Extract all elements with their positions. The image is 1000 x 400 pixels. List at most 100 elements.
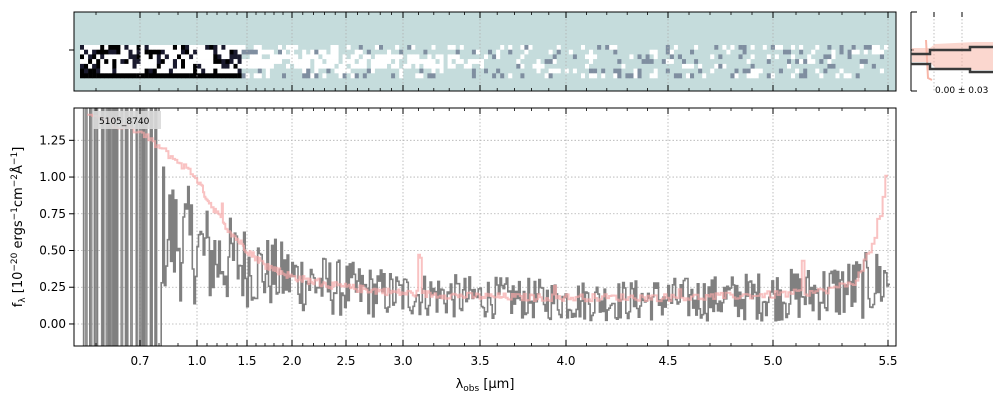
spectrum-2d-pixel [863,45,869,50]
spectrum-2d-pixel [245,73,250,79]
spectrum-2d-pixel [787,49,792,55]
spectrum-2d-pixel [282,54,287,60]
spectrum-2d-pixel [556,73,561,79]
spectrum-2d-pixel [875,49,881,55]
spectrum-2d-pixel [278,45,283,50]
spectrum-2d-pixel [209,54,214,60]
spectrum-2d-pixel [536,68,541,74]
spectrum-2d-pixel [209,73,214,79]
spectrum-2d-pixel [96,54,101,60]
spectrum-2d-pixel [237,63,242,69]
spectrum-2d-pixel [576,63,582,69]
y-tick-labels: 0.00 0.25 0.50 0.75 1.00 1.25 [39,133,66,331]
spectrum-2d-pixel [552,73,557,79]
spectrum-2d-pixel [564,68,570,74]
spectrum-2d-pixel [847,68,852,74]
spectrum-2d-pixel [431,45,436,50]
spectrum-2d-pixel [726,63,731,69]
spectrum-2d-pixel [152,68,157,74]
spectrum-2d-pixel [617,63,622,69]
spectrum-2d-pixel [411,49,416,55]
data-saturated-column [149,108,153,346]
spectrum-2d-pixel [702,45,707,50]
spectrum-2d-pixel [637,73,642,79]
spectrum-2d-pixel [108,54,113,60]
spectrum-2d-pixel [144,68,149,74]
spectrum-2d-pixel [201,49,206,55]
spectrum-2d-pixel [84,63,89,69]
spectrum-2d-pixel [589,49,594,55]
spectrum-2d-pixel [645,59,650,65]
spectrum-2d-pixel [443,45,448,50]
spectrum-2d-pixel [815,63,820,69]
spectrum-2d-pixel [181,73,186,79]
spectrum-2d-pixel [698,63,703,69]
spectrum-2d-pixel [686,54,691,60]
spectrum-2d-pixel [366,73,372,79]
spectrum-2d-pixel [383,49,388,55]
spectrum-2d-pixel [334,73,339,79]
spectrum-2d-pixel [690,49,695,55]
spectrum-2d-pixel [379,45,384,50]
x-tick-label: 2.5 [336,354,355,368]
spectrum-2d-pixel [851,59,856,65]
spectrum-2d-pixel [124,68,129,74]
spectrum-2d-pixel [193,45,198,50]
spectrum-2d-pixel [116,54,121,60]
spectrum-2d-pixel [383,73,388,79]
spectrum-2d-pixel [770,68,776,74]
spectrum-2d-pixel [245,49,250,55]
spectrum-2d-pixel [730,73,735,79]
spectrum-2d-pixel [803,45,808,50]
spectrum-2d-pixel [863,63,869,69]
spectrum-2d-pixel [787,73,792,79]
data-saturated-column [100,108,104,346]
spectrum-2d-pixel [791,68,796,74]
spectrum-2d-pixel [374,73,380,79]
spectrum-2d-pixel [463,73,469,79]
spectrum-2d-pixel [560,49,566,55]
spectrum-2d-pixel [766,73,772,79]
spectrum-2d-pixel [516,63,521,69]
spectrum-2d-pixel [564,59,570,65]
spectrum-1d-panel: 5105_8740 0.7 1.0 1.5 2.0 2.5 3.0 3.5 4.0 4.5 5.0… [39,107,898,368]
spectrum-2d-pixel [750,68,755,74]
spectrum-2d-pixel [653,45,658,50]
spectrum-2d-pixel [871,63,877,69]
spectrum-2d-pixel [528,73,533,79]
spectrum-2d-pixel [774,49,780,55]
spectrum-2d-pixel [682,59,687,65]
spectrum-2d-pixel [330,73,335,79]
spectrum-2d-pixel [879,54,885,60]
spectrum-2d-pixel [358,63,364,69]
spectrum-2d-pixel [855,45,860,50]
spectrum-2d-pixel [847,49,852,55]
spectrum-2d-pixel [568,49,574,55]
spectrum-2d-pixel [605,54,610,60]
data-saturated-column [105,108,109,346]
spectrum-2d-pixel [480,54,485,60]
spectrum-2d-pixel [516,54,521,60]
spectrum-2d-pixel [407,54,412,60]
spectrum-2d-pixel [492,45,497,50]
spectrum-2d-pixel [213,63,218,69]
spectrum-2d-pixel [484,45,489,50]
spectrum-2d-pixel [576,68,582,74]
spectrum-2d-pixel [370,45,376,50]
spectrum-2d-pixel [710,73,715,79]
spectrum-2d-pixel [209,49,214,55]
spectrum-2d-pixel [112,59,117,65]
spectrum-2d-pixel [148,63,153,69]
spectrum-2d-pixel [84,49,89,55]
spectrum-2d-pixel [746,63,751,69]
spectrum-2d-pixel [593,54,598,60]
spectrum-2d-pixel [593,59,598,65]
spectrum-2d-pixel [572,68,578,74]
spectrum-2d-pixel [415,59,420,65]
spectrum-2d-pixel [358,45,364,50]
spectrum-2d-pixel [544,49,549,55]
spectrum-2d-pixel [629,54,634,60]
spectrum-2d-pixel [193,49,198,55]
spectrum-2d-pixel [366,63,372,69]
spectrum-2d-pixel [459,59,465,65]
